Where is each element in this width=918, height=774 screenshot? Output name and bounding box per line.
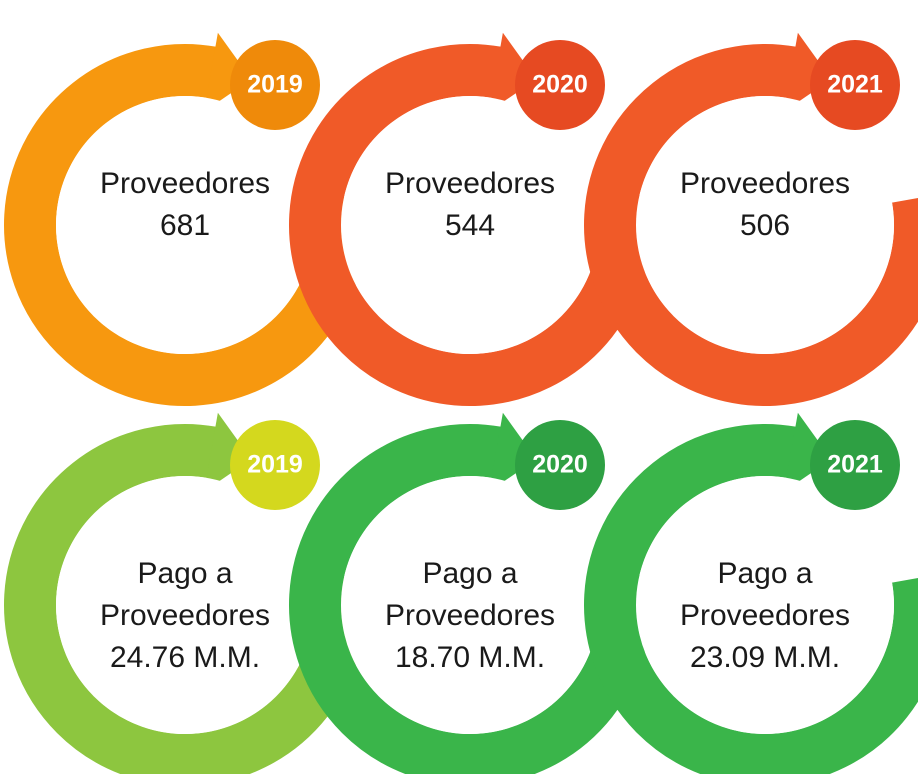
ring-arrow bbox=[584, 424, 918, 774]
cycle-item: 2020 Pago a Proveedores 18.70 M.M. bbox=[289, 412, 651, 774]
item-text: Pago a bbox=[422, 557, 517, 590]
item-text: Proveedores bbox=[680, 599, 850, 632]
cycle-item: 2020 Proveedores 544 bbox=[289, 32, 651, 406]
cycle-item: 2019 Proveedores 681 bbox=[4, 32, 366, 406]
ring-arrow bbox=[289, 44, 651, 406]
arrow-head bbox=[203, 32, 252, 112]
inner-circle bbox=[56, 96, 314, 354]
item-text: 23.09 M.M. bbox=[690, 641, 840, 674]
inner-circle bbox=[636, 96, 894, 354]
item-text: Proveedores bbox=[680, 167, 850, 200]
item-text: Proveedores bbox=[385, 167, 555, 200]
year-label: 2021 bbox=[827, 451, 883, 479]
item-text: 506 bbox=[740, 209, 790, 242]
arrow-head bbox=[488, 412, 537, 492]
cycle-item: 2021 Pago a Proveedores 23.09 M.M. bbox=[584, 412, 918, 774]
inner-circle bbox=[341, 476, 599, 734]
arrow-head bbox=[783, 412, 832, 492]
item-text: 18.70 M.M. bbox=[395, 641, 545, 674]
item-text: 544 bbox=[445, 209, 495, 242]
year-badge bbox=[515, 40, 605, 130]
year-label: 2020 bbox=[532, 451, 588, 479]
inner-circle bbox=[636, 476, 894, 734]
ring-arrow bbox=[584, 44, 918, 406]
cycle-item: 2021 Proveedores 506 bbox=[584, 32, 918, 406]
year-badge bbox=[230, 420, 320, 510]
year-label: 2020 bbox=[532, 71, 588, 99]
year-badge bbox=[230, 40, 320, 130]
item-text: Proveedores bbox=[100, 599, 270, 632]
item-text: Proveedores bbox=[100, 167, 270, 200]
ring-arrow bbox=[289, 424, 651, 774]
ring-arrow bbox=[4, 424, 366, 774]
item-text: 681 bbox=[160, 209, 210, 242]
item-text: Proveedores bbox=[385, 599, 555, 632]
inner-circle bbox=[56, 476, 314, 734]
year-label: 2021 bbox=[827, 71, 883, 99]
item-text: Pago a bbox=[717, 557, 812, 590]
cycle-item: 2019 Pago a Proveedores 24.76 M.M. bbox=[4, 412, 366, 774]
year-badge bbox=[515, 420, 605, 510]
year-badge bbox=[810, 40, 900, 130]
ring-arrow bbox=[4, 44, 366, 406]
arrow-head bbox=[203, 412, 252, 492]
arrow-head bbox=[488, 32, 537, 112]
year-label: 2019 bbox=[247, 451, 303, 479]
item-text: 24.76 M.M. bbox=[110, 641, 260, 674]
arrow-head bbox=[783, 32, 832, 112]
item-text: Pago a bbox=[137, 557, 232, 590]
year-label: 2019 bbox=[247, 71, 303, 99]
inner-circle bbox=[341, 96, 599, 354]
year-badge bbox=[810, 420, 900, 510]
